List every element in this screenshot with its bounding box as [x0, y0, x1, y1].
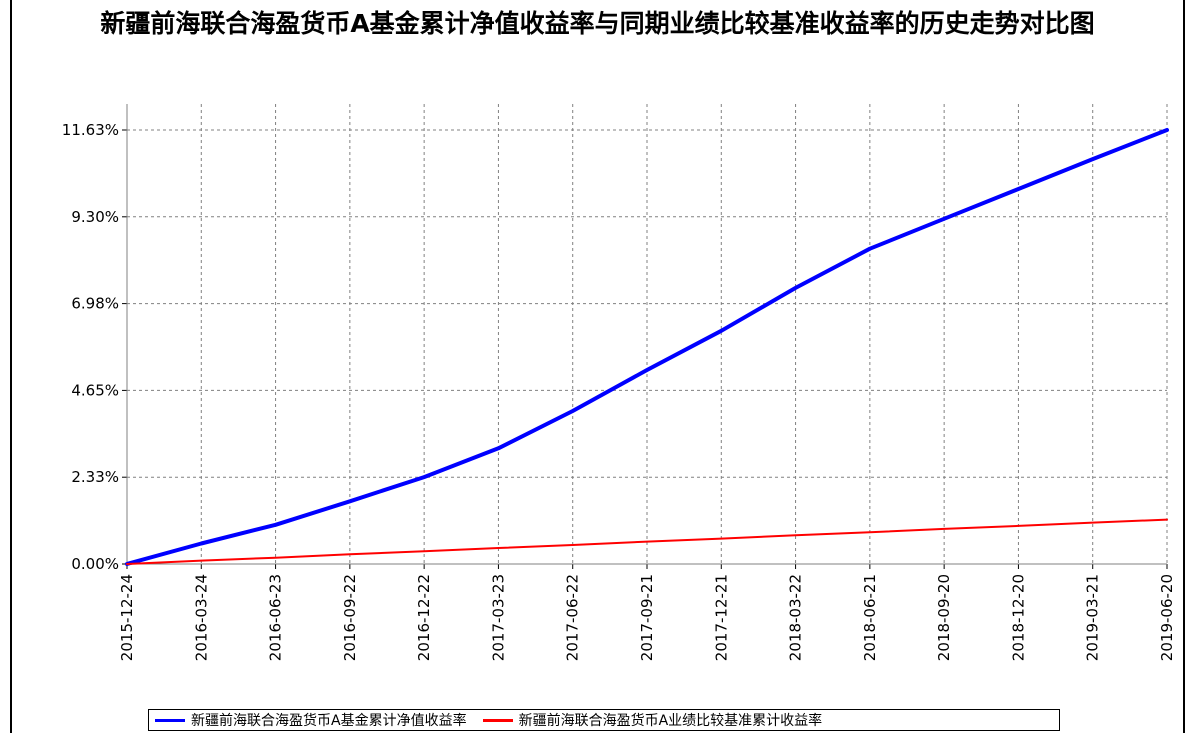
- x-tick-label: 2017-12-21: [712, 574, 730, 661]
- chart-title: 新疆前海联合海盈货币A基金累计净值收益率与同期业绩比较基准收益率的历史走势对比图: [100, 9, 1095, 38]
- data-point-series-1: [1166, 129, 1168, 131]
- data-point-series-1: [720, 330, 722, 332]
- legend-label-series-2: 新疆前海联合海盈货币A业绩比较基准累计收益率: [518, 713, 823, 729]
- data-point-series-2: [1017, 525, 1019, 527]
- legend-item-series-1: 新疆前海联合海盈货币A基金累计净值收益率: [155, 710, 467, 730]
- data-point-series-2: [943, 528, 945, 530]
- x-tick-label: 2017-06-22: [564, 574, 582, 661]
- data-point-series-2: [572, 544, 574, 546]
- x-tick-label: 2018-12-20: [1009, 574, 1027, 661]
- data-point-series-1: [200, 542, 202, 544]
- y-tick-label: 6.98%: [71, 295, 119, 313]
- legend-label-series-1: 新疆前海联合海盈货币A基金累计净值收益率: [191, 713, 467, 729]
- y-tick-label: 4.65%: [71, 381, 119, 399]
- data-point-series-1: [1017, 188, 1019, 190]
- data-point-series-2: [646, 541, 648, 543]
- data-point-series-1: [869, 248, 871, 250]
- data-point-series-1: [423, 476, 425, 478]
- x-tick-label: 2018-03-22: [787, 574, 805, 661]
- data-point-series-1: [275, 524, 277, 526]
- x-tick-label: 2017-03-23: [489, 574, 507, 661]
- legend-swatch-series-2: [482, 718, 513, 722]
- data-point-series-1: [349, 500, 351, 502]
- data-point-series-2: [1166, 519, 1168, 521]
- legend-item-series-2: 新疆前海联合海盈货币A业绩比较基准累计收益率: [482, 710, 823, 730]
- data-point-series-2: [349, 553, 351, 555]
- data-point-series-2: [795, 534, 797, 536]
- data-point-series-2: [423, 550, 425, 552]
- y-tick-label: 9.30%: [71, 208, 119, 226]
- data-point-series-2: [497, 547, 499, 549]
- y-tick-label: 0.00%: [71, 555, 119, 573]
- data-point-series-2: [275, 557, 277, 559]
- x-tick-label: 2017-09-21: [638, 574, 656, 661]
- x-tick-label: 2016-12-22: [415, 574, 433, 661]
- x-tick-label: 2016-09-22: [341, 574, 359, 661]
- data-point-series-2: [720, 538, 722, 540]
- x-tick-label: 2019-06-20: [1158, 574, 1176, 661]
- y-tick-label: 11.63%: [62, 121, 119, 139]
- y-tick-label: 2.33%: [71, 468, 119, 486]
- chart-plot: 0.00% 2.33% 4.65% 6.98% 9.30% 11.63% 2015-12-2…: [62, 104, 1176, 661]
- data-point-series-1: [646, 369, 648, 371]
- data-point-series-2: [1092, 522, 1094, 524]
- x-tick-label: 2019-03-21: [1084, 574, 1102, 661]
- data-point-series-2: [869, 531, 871, 533]
- x-tick-label: 2018-06-21: [861, 574, 879, 661]
- x-tick-label: 2015-12-24: [118, 574, 136, 661]
- legend-swatch-series-1: [155, 718, 185, 722]
- data-point-series-2: [126, 563, 128, 565]
- data-point-series-1: [1092, 158, 1094, 160]
- data-point-series-2: [200, 560, 202, 562]
- data-point-series-1: [795, 287, 797, 289]
- legend: 新疆前海联合海盈货币A基金累计净值收益率 新疆前海联合海盈货币A业绩比较基准累计…: [148, 709, 1060, 731]
- data-point-series-1: [572, 410, 574, 412]
- x-tick-label: 2018-09-20: [935, 574, 953, 661]
- data-point-series-1: [943, 218, 945, 220]
- x-tick-label: 2016-06-23: [267, 574, 285, 661]
- data-point-series-1: [497, 447, 499, 449]
- x-tick-label: 2016-03-24: [192, 574, 210, 661]
